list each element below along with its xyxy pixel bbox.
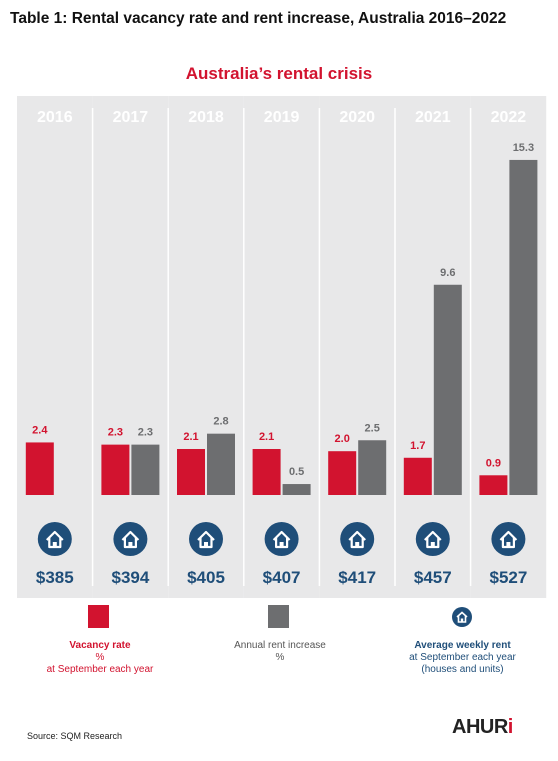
year-label: 2016 (37, 109, 73, 126)
year-panel (243, 96, 320, 598)
house-icon (113, 522, 148, 556)
weekly-rent-label: $407 (263, 568, 301, 587)
year-panel (319, 96, 395, 598)
weekly-rent-label: $457 (414, 568, 452, 587)
weekly-rent-label: $385 (36, 568, 74, 587)
legend-vacancy-note: at September each year (46, 664, 154, 675)
label-rent-increase: 9.6 (440, 267, 455, 279)
legend-swatch-rent-increase (268, 605, 289, 628)
legend-weekly-rent: Average weekly rent at September each ye… (385, 640, 540, 676)
house-icon-door (279, 542, 284, 547)
house-icon-door (128, 542, 133, 547)
bar-rent-increase (433, 284, 462, 495)
label-vacancy: 2.0 (335, 433, 350, 445)
year-label: 2017 (113, 109, 149, 126)
house-icon (189, 522, 223, 556)
year-panel (17, 96, 93, 598)
legend-rent-increase-unit: % (275, 652, 285, 663)
weekly-rent-label: $405 (187, 568, 225, 587)
house-icon (415, 522, 450, 556)
bar-rent-increase (358, 440, 387, 495)
year-panel (168, 96, 244, 598)
bar-rent-increase (207, 433, 235, 495)
label-vacancy: 2.3 (108, 427, 123, 439)
label-vacancy: 0.9 (486, 457, 501, 469)
label-rent-increase: 2.8 (213, 416, 228, 428)
label-rent-increase: 2.3 (138, 427, 153, 439)
weekly-rent-label: $394 (111, 568, 149, 587)
bar-rent-increase (509, 159, 538, 495)
bar-vacancy (177, 449, 205, 495)
legend-weekly-rent-scope: (houses and units) (421, 664, 504, 675)
weekly-rent-label: $417 (338, 568, 376, 587)
legend-rent-increase: Annual rent increase % (200, 640, 360, 664)
label-rent-increase: 2.5 (365, 422, 380, 434)
legend-rent-increase-label: Annual rent increase (234, 640, 326, 651)
house-icon (340, 522, 375, 556)
chart-title: Australia’s rental crisis (185, 64, 373, 83)
label-vacancy: 2.1 (183, 431, 198, 443)
house-icon (264, 522, 299, 556)
bar-vacancy (328, 451, 357, 495)
house-icon-door (52, 542, 57, 547)
year-label: 2020 (339, 109, 375, 126)
legend-house-icon (452, 607, 472, 627)
year-label: 2021 (415, 109, 451, 126)
legend-swatch-vacancy (88, 605, 109, 628)
label-vacancy: 2.4 (32, 424, 48, 436)
house-icon (37, 522, 72, 556)
house-icon-door (204, 542, 208, 547)
bar-vacancy (403, 457, 432, 495)
bar-vacancy (25, 442, 54, 495)
year-label: 2018 (188, 109, 224, 126)
label-rent-increase: 0.5 (289, 466, 304, 478)
weekly-rent-label: $527 (489, 568, 527, 587)
label-vacancy: 1.7 (410, 440, 425, 452)
house-icon-door (355, 542, 360, 547)
bar-vacancy (479, 475, 508, 495)
year-label: 2019 (264, 109, 300, 126)
bar-vacancy (252, 449, 281, 495)
house-icon-door (430, 542, 435, 547)
house-icon (491, 522, 526, 556)
legend-vacancy-unit: % (95, 652, 105, 663)
table-heading: Table 1: Rental vacancy rate and rent in… (10, 10, 507, 27)
label-vacancy: 2.1 (259, 431, 274, 443)
ahuri-logo: AHURi (452, 716, 513, 738)
year-panel (92, 96, 169, 598)
bar-vacancy (101, 444, 130, 495)
legend-vacancy: Vacancy rate % at September each year (20, 640, 180, 676)
bar-rent-increase (282, 484, 311, 495)
legend-vacancy-label: Vacancy rate (69, 640, 131, 651)
house-icon-door (506, 542, 511, 547)
source-note: Source: SQM Research (27, 731, 123, 741)
legend-weekly-rent-label: Average weekly rent (414, 640, 511, 651)
label-rent-increase: 15.3 (513, 142, 534, 154)
year-label: 2022 (491, 109, 527, 126)
legend-weekly-rent-note: at September each year (409, 652, 516, 663)
bar-rent-increase (131, 444, 160, 495)
